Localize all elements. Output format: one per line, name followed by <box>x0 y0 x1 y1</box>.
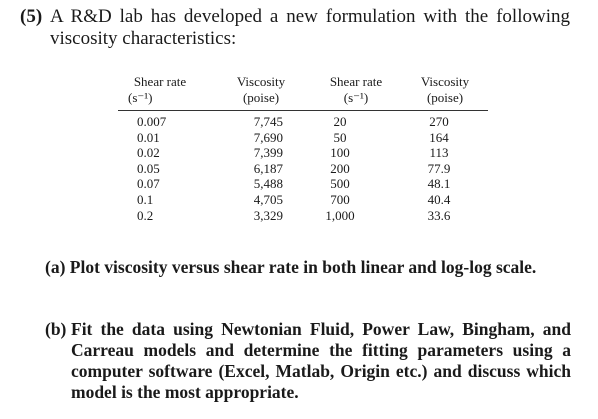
problem-statement-line2: viscosity characteristics: <box>50 28 237 49</box>
table-cell: 20 <box>333 114 347 129</box>
table-cell: 0.05 <box>137 160 160 176</box>
table-cell: 3,329 <box>253 207 283 223</box>
column-viscosity-high: 270 164 113 77.9 48.1 40.4 33.6 <box>414 114 464 223</box>
header-label: Shear rate <box>133 74 187 89</box>
table-cell: 270 <box>429 114 449 129</box>
table-cell: 50 <box>333 129 347 145</box>
header-unit: (poise) <box>242 90 280 105</box>
part-a-question: (a) Plot viscosity versus shear rate in … <box>45 257 537 277</box>
header-viscosity-1: Viscosity (poise) <box>224 74 298 106</box>
header-label: Viscosity <box>420 74 470 89</box>
table-cell: 4,705 <box>253 191 283 207</box>
table-cell: 164 <box>429 129 449 145</box>
table-cell: 5,488 <box>253 176 283 192</box>
table-cell: 7,399 <box>253 145 283 161</box>
table-cell: 77.9 <box>427 160 451 176</box>
header-rule <box>118 110 488 111</box>
header-shear-rate-2: Shear rate (s⁻¹) <box>318 74 394 106</box>
table-cell: 48.1 <box>427 176 451 192</box>
problem-statement-line1: A R&D lab has developed a new formulatio… <box>50 6 570 27</box>
header-viscosity-2: Viscosity (poise) <box>408 74 482 106</box>
table-cell: 7,690 <box>253 129 283 145</box>
table-cell: 0.007 <box>137 114 167 129</box>
part-b-question: Fit the data using Newtonian Fluid, Powe… <box>71 319 571 403</box>
column-shear-rate-high: 20 50 100 200 500 700 1,000 <box>312 114 368 223</box>
table-cell: 7,745 <box>253 114 283 129</box>
table-cell: 1,000 <box>325 207 355 223</box>
header-label: Shear rate <box>329 74 383 89</box>
table-cell: 33.6 <box>427 207 451 223</box>
table-cell: 700 <box>330 191 350 207</box>
column-viscosity-low: 7,745 7,690 7,399 6,187 5,488 4,705 3,32… <box>231 114 283 223</box>
header-unit: (s⁻¹) <box>128 90 153 105</box>
table-cell: 40.4 <box>427 191 451 207</box>
table-cell: 0.07 <box>137 176 160 192</box>
table-cell: 0.2 <box>137 207 154 223</box>
table-cell: 0.01 <box>137 129 160 145</box>
column-shear-rate-low: 0.007 0.01 0.02 0.05 0.07 0.1 0.2 <box>137 114 166 223</box>
table-cell: 200 <box>330 160 350 176</box>
table-cell: 500 <box>330 176 350 192</box>
part-b-text: Fit the data using Newtonian Fluid, Powe… <box>71 319 571 402</box>
header-shear-rate-1: Shear rate (s⁻¹) <box>122 74 198 106</box>
header-unit: (poise) <box>426 90 464 105</box>
table-cell: 113 <box>429 145 449 161</box>
header-label: Viscosity <box>236 74 286 89</box>
problem-number: (5) <box>20 6 43 27</box>
table-cell: 100 <box>330 145 350 161</box>
table-cell: 0.1 <box>137 191 154 207</box>
part-b-label: (b) <box>45 319 67 339</box>
table-cell: 0.02 <box>137 145 160 161</box>
header-unit: (s⁻¹) <box>343 90 369 105</box>
table-cell: 6,187 <box>253 160 283 176</box>
